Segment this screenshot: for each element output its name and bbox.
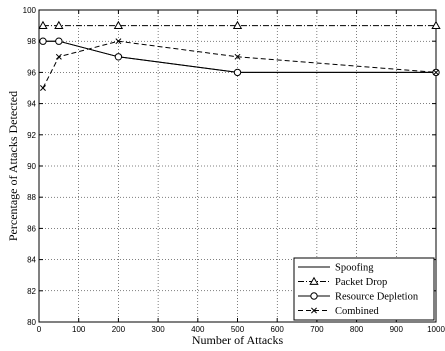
x-tick-label: 300 [151, 325, 165, 334]
x-axis-label: Number of Attacks [192, 333, 284, 347]
series-1 [38, 20, 441, 29]
y-axis-label: Percentage of Attacks Detected [6, 91, 20, 241]
x-tick-label: 0 [37, 325, 42, 334]
data-point [433, 69, 439, 76]
data-point [55, 53, 62, 60]
y-tick-label: 92 [27, 131, 36, 140]
axis-ticks: 0 100 200 300 400 500 600 700 800 900 1000 80 82 84 86… [23, 6, 445, 334]
data-point [38, 20, 48, 29]
legend-box [293, 257, 435, 321]
y-tick-label: 88 [27, 193, 36, 202]
x-tick-label: 100 [72, 325, 86, 334]
legend-entry: Spoofing [298, 263, 374, 274]
data-point [40, 85, 46, 91]
x-tick-label: 700 [310, 325, 324, 334]
data-point [113, 20, 124, 29]
legend-label: Spoofing [335, 263, 374, 274]
y-tick-label: 96 [27, 68, 36, 77]
legend-entry: Packet Drop [298, 276, 387, 288]
legend-label: Combined [335, 306, 379, 317]
data-point [55, 37, 63, 45]
legend-label: Resource Depletion [335, 292, 419, 303]
data-point [54, 20, 64, 29]
data-point [431, 20, 441, 29]
data-point [233, 68, 242, 77]
y-tick-label: 90 [27, 162, 36, 171]
x-tick-label: 600 [271, 325, 285, 334]
y-tick-label: 98 [27, 37, 36, 46]
x-tick-label: 500 [231, 325, 245, 334]
y-tick-label: 84 [27, 256, 36, 265]
data-point [114, 53, 123, 61]
x-tick-label: 400 [191, 325, 205, 334]
legend: Spoofing Packet Drop Resource Depletion Com… [293, 257, 435, 321]
legend-marker [310, 292, 318, 300]
legend-label: Packet Drop [335, 277, 387, 288]
legend-entry: Resource Depletion [298, 292, 419, 303]
legend-entry: Combined [298, 306, 379, 317]
data-point [115, 38, 122, 45]
series-3 [40, 38, 439, 91]
legend-marker [311, 307, 317, 314]
x-tick-label: 800 [350, 325, 364, 334]
series-lines [38, 20, 441, 91]
data-point [234, 53, 241, 60]
x-tick-label: 1000 [427, 325, 445, 334]
x-tick-label: 200 [112, 325, 126, 334]
x-tick-label: 900 [390, 325, 404, 334]
data-point [39, 37, 47, 45]
legend-marker [309, 276, 319, 285]
y-tick-label: 80 [27, 318, 36, 327]
y-tick-label: 100 [23, 6, 37, 15]
series-line [42, 40, 437, 89]
y-tick-label: 94 [27, 100, 36, 109]
y-tick-label: 86 [27, 224, 36, 233]
y-tick-label: 82 [27, 287, 36, 296]
data-point [232, 20, 243, 29]
